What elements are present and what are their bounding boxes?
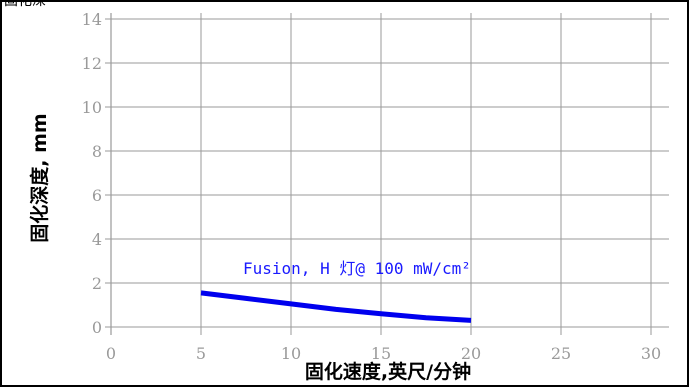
- x-tick-label: 15: [371, 344, 391, 363]
- y-tick-label: 2: [92, 274, 102, 293]
- grid-lines: [105, 13, 669, 335]
- y-tick-label: 10: [82, 98, 102, 117]
- y-tick-label: 6: [92, 186, 102, 205]
- cut-off-title-text: 固化深: [4, 0, 46, 9]
- x-tick-label: 25: [551, 344, 571, 363]
- y-tick-labels: 0 2 4 6 8 10 12 14: [82, 10, 102, 337]
- x-tick-label: 10: [281, 344, 301, 363]
- series-annotation: Fusion, H 灯@ 100 mW/cm²: [243, 259, 471, 278]
- series-lines: [200, 290, 472, 323]
- y-tick-label: 14: [82, 10, 102, 29]
- x-tick-labels: 0 5 10 15 20 25 30: [106, 344, 661, 363]
- y-tick-label: 8: [92, 142, 102, 161]
- series-line: [200, 290, 472, 323]
- x-tick-label: 30: [641, 344, 661, 363]
- x-axis-label: 固化速度,英尺/分钟: [305, 360, 471, 383]
- y-axis-label: 固化深度, mm: [28, 113, 51, 242]
- x-tick-label: 20: [461, 344, 481, 363]
- x-tick-label: 5: [196, 344, 206, 363]
- y-tick-label: 4: [92, 230, 102, 249]
- x-tick-label: 0: [106, 344, 116, 363]
- y-tick-label: 12: [82, 54, 102, 73]
- y-tick-label: 0: [92, 318, 102, 337]
